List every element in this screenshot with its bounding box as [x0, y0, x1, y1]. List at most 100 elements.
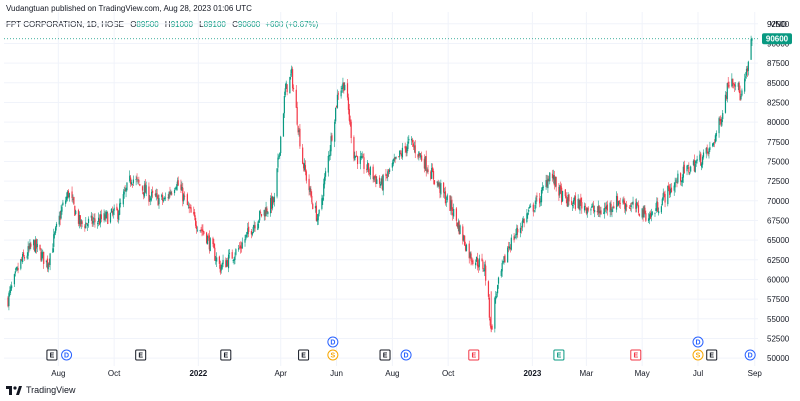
- candle-body: [440, 183, 442, 195]
- split-event-icon[interactable]: S: [692, 349, 704, 361]
- candle-body: [624, 202, 626, 209]
- candle-body: [647, 218, 650, 221]
- candle-body: [741, 90, 743, 96]
- price-tick-label: 70000: [767, 197, 790, 206]
- candle-body: [644, 207, 646, 214]
- dividend-event-icon[interactable]: D: [327, 336, 339, 348]
- candle-body: [323, 183, 325, 197]
- candle-body: [566, 199, 568, 207]
- dividend-event-icon[interactable]: D: [692, 336, 704, 348]
- candle-body: [291, 68, 293, 74]
- candles[interactable]: [7, 35, 753, 333]
- candle-body: [203, 231, 205, 234]
- candle-body: [272, 197, 274, 203]
- candle-body: [712, 143, 714, 147]
- candle-body: [161, 194, 163, 197]
- candle-body: [389, 169, 391, 172]
- low-value: 89100: [203, 20, 226, 29]
- candle-body: [149, 199, 151, 201]
- candle-body: [45, 260, 48, 263]
- event-box: [298, 349, 310, 361]
- candle-body: [221, 263, 223, 269]
- candle-body: [660, 206, 663, 213]
- earnings-down-event-icon[interactable]: E: [468, 349, 480, 361]
- candle-body: [629, 208, 631, 209]
- candle-body: [16, 267, 18, 270]
- candle-body: [373, 176, 375, 180]
- event-box: [630, 349, 642, 361]
- split-event-icon[interactable]: S: [327, 349, 339, 361]
- candle-body: [392, 161, 394, 165]
- candle-body: [199, 230, 201, 231]
- candle-body: [278, 156, 280, 158]
- time-axis[interactable]: Aug Oct 2022 Apr Jun Aug Oct 2023 Mar May Jul Sep: [51, 369, 762, 378]
- candle-body: [145, 185, 147, 194]
- event-markers[interactable]: E D E E EDS E D E E EDS E D: [46, 336, 756, 361]
- symbol-title[interactable]: FPT CORPORATION, 1D, HOSE: [6, 20, 124, 29]
- candle-body: [73, 196, 75, 205]
- candle-body: [667, 185, 669, 205]
- candle-body: [731, 78, 733, 87]
- dividend-event-icon[interactable]: D: [400, 349, 412, 361]
- earnings-up-event-icon[interactable]: E: [553, 349, 565, 361]
- candle-body: [264, 211, 266, 217]
- candle-body: [46, 258, 48, 269]
- candle-body: [496, 284, 499, 294]
- earnings-event-icon[interactable]: E: [379, 349, 391, 361]
- candle-body: [369, 166, 371, 175]
- price-tick-label: 62500: [767, 256, 790, 265]
- candle-body: [443, 182, 445, 193]
- candle-body: [220, 267, 222, 271]
- candle-body: [695, 161, 697, 164]
- candle-body: [308, 178, 310, 191]
- candle-body: [488, 297, 490, 318]
- candle-body: [632, 201, 634, 205]
- price-axis[interactable]: VND 50000 52500 55000 57500 60000 62500 65000 6…: [767, 20, 790, 363]
- dividend-event-icon[interactable]: D: [61, 349, 73, 361]
- dividend-event-icon[interactable]: D: [744, 349, 756, 361]
- candle-body: [164, 197, 167, 199]
- candle-body: [132, 179, 134, 184]
- candle-body: [650, 213, 652, 217]
- earnings-event-icon[interactable]: E: [46, 349, 58, 361]
- earnings-event-icon[interactable]: E: [706, 349, 718, 361]
- candle-body: [714, 135, 716, 142]
- candle-body: [156, 193, 158, 195]
- candle-body: [316, 218, 318, 222]
- candle-body: [304, 165, 307, 172]
- candle-body: [443, 192, 446, 194]
- candle-body: [417, 154, 419, 158]
- earnings-down-event-icon[interactable]: E: [630, 349, 642, 361]
- candle-body: [546, 180, 548, 187]
- candle-body: [628, 206, 630, 208]
- earnings-event-icon[interactable]: E: [298, 349, 310, 361]
- candle-body: [55, 223, 58, 228]
- candle-body: [413, 146, 415, 148]
- candle-body: [239, 245, 242, 249]
- candle-body: [219, 264, 221, 273]
- candle-body: [67, 190, 69, 198]
- candle-body: [645, 213, 647, 221]
- candle-body: [131, 184, 134, 185]
- candle-body: [688, 166, 690, 173]
- candle-body: [713, 142, 716, 144]
- candle-body: [245, 234, 247, 239]
- candle-body: [232, 259, 234, 261]
- candle-body: [299, 128, 301, 147]
- candle-body: [107, 213, 109, 224]
- candle-body: [318, 209, 320, 214]
- candle-body: [265, 207, 267, 217]
- candle-body: [183, 194, 185, 202]
- candle-body: [263, 209, 265, 216]
- earnings-event-icon[interactable]: E: [220, 349, 232, 361]
- candle-body: [116, 206, 118, 211]
- event-circle: [692, 349, 704, 361]
- tradingview-brand[interactable]: TradingView: [6, 385, 76, 395]
- candle-body: [355, 156, 357, 158]
- candle-body: [478, 258, 480, 267]
- earnings-event-icon[interactable]: E: [135, 349, 147, 361]
- candle-body: [699, 154, 701, 161]
- candle-body: [91, 215, 93, 225]
- candle-body: [190, 207, 192, 213]
